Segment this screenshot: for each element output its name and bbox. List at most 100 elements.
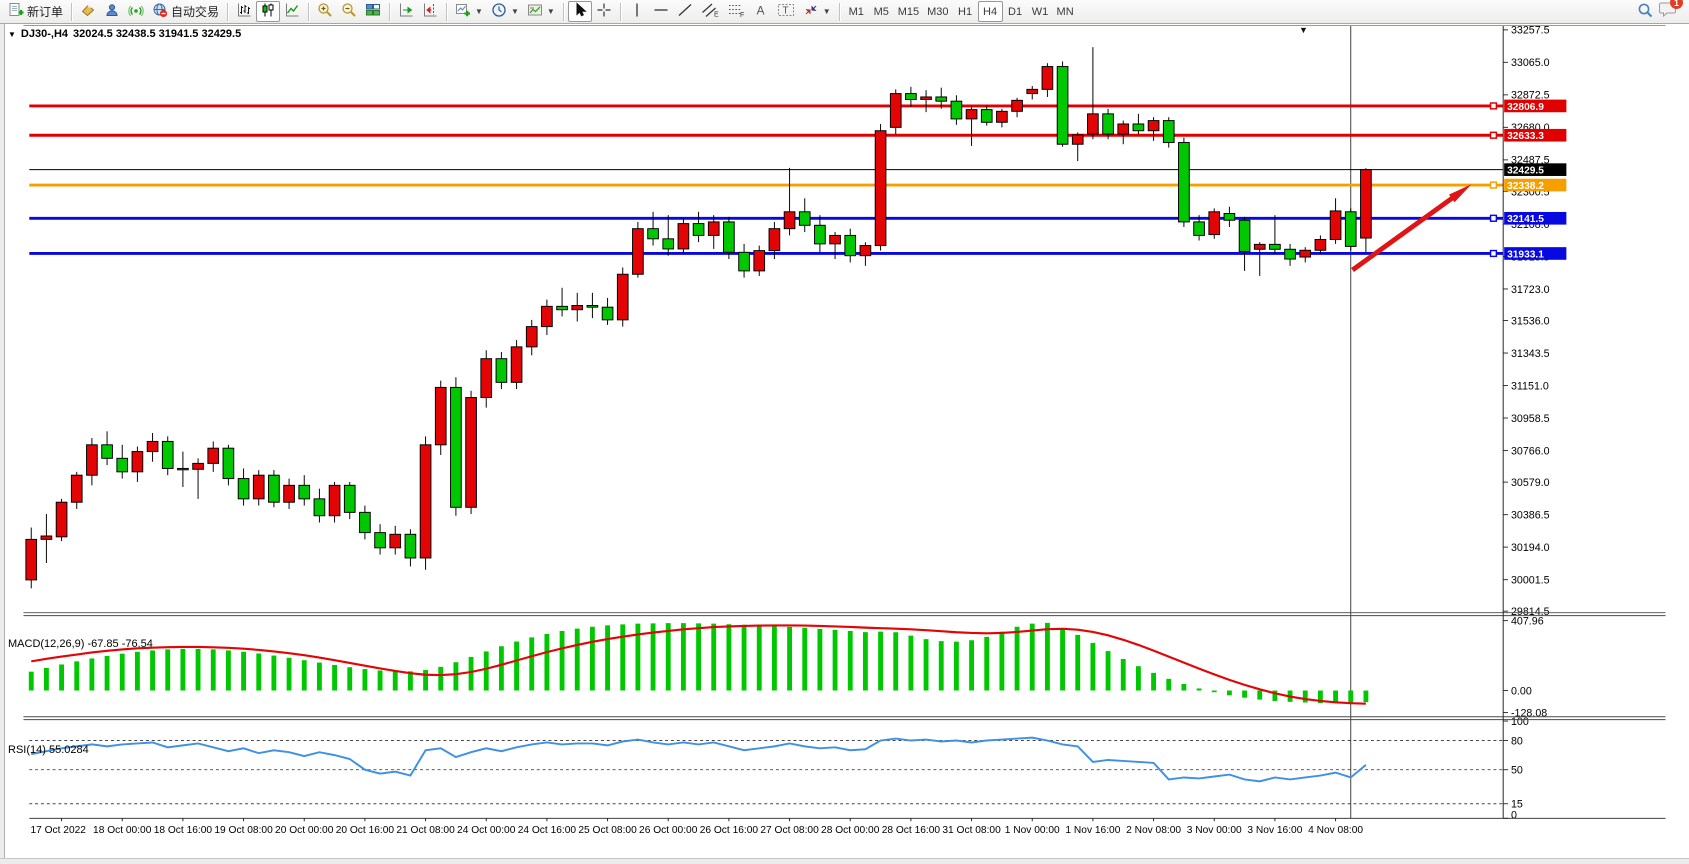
periods-button[interactable]: ▼ — [487, 1, 523, 22]
crosshair-button[interactable] — [592, 1, 616, 22]
time-tick-label: 27 Oct 08:00 — [760, 825, 819, 836]
timeframe-M5[interactable]: M5 — [869, 1, 894, 22]
time-tick-label: 18 Oct 00:00 — [93, 825, 152, 836]
cursor-button[interactable] — [567, 1, 592, 22]
hline-price-label-box — [1504, 211, 1567, 225]
chat-button[interactable]: 1 — [1658, 0, 1683, 23]
toolbar-right: 1 — [1633, 0, 1685, 23]
chat-notification-badge: 1 — [1670, 0, 1683, 9]
chart-shift-icon — [422, 2, 438, 21]
candle-body — [950, 100, 963, 120]
chart-shift-button[interactable] — [418, 1, 442, 22]
auto-scroll-button[interactable] — [394, 1, 418, 22]
timeframe-H4[interactable]: H4 — [977, 1, 1003, 22]
chart-canvas[interactable]: 33257.533065.032872.532680.032487.532300… — [0, 24, 1689, 864]
hline-price-label-box — [1504, 247, 1567, 260]
candle-body — [889, 93, 902, 128]
autotrading-button[interactable]: 自动交易 — [148, 1, 223, 22]
time-tick-label: 28 Oct 00:00 — [821, 825, 880, 836]
candle-body — [389, 533, 402, 549]
chart-background — [23, 24, 1666, 841]
separator — [308, 2, 310, 21]
candle-body — [1041, 66, 1054, 90]
arrows-icon — [803, 2, 819, 21]
signals-button[interactable] — [124, 1, 148, 22]
crosshair-icon — [596, 2, 612, 21]
timeframe-M15[interactable]: M15 — [894, 1, 923, 22]
bar-chart-button[interactable] — [232, 1, 256, 22]
candle-body — [1269, 243, 1281, 250]
trend-arrow-line — [1351, 190, 1462, 272]
candle-body — [1132, 123, 1145, 132]
candle-body — [996, 110, 1008, 123]
time-tick-label: 20 Oct 16:00 — [336, 825, 395, 836]
candle-body — [753, 250, 766, 272]
timeframe-MN[interactable]: MN — [1053, 1, 1078, 22]
symbol-dropdown-icon[interactable]: ▼ — [8, 29, 16, 39]
candle-body — [419, 444, 432, 559]
candle-body — [101, 444, 113, 459]
time-tick-label: 24 Oct 00:00 — [457, 825, 516, 836]
new-order-button[interactable]: 新订单 — [4, 1, 67, 22]
symbol-period-label: DJ30-,H4 — [20, 28, 68, 40]
candle-body — [237, 478, 250, 500]
candlestick-chart-button[interactable] — [256, 1, 281, 22]
horizontal-line-button[interactable] — [649, 1, 673, 22]
chart-symbol-header: ▼ DJ30-,H4 32024.5 32438.5 31941.5 32429… — [8, 28, 241, 40]
trend-arrow-head — [1448, 184, 1472, 203]
macd-indicator-label: MACD(12,26,9) -67.85 -76.54 — [8, 638, 153, 650]
profile-button[interactable] — [100, 1, 124, 22]
line-chart-button[interactable] — [280, 1, 304, 22]
search-icon — [1637, 2, 1654, 22]
candle-body — [328, 484, 341, 517]
search-button[interactable] — [1633, 1, 1658, 22]
hline-price-label-box — [1504, 99, 1567, 113]
cursor-icon — [572, 2, 588, 21]
hline-price-label: 32429.5 — [1507, 166, 1544, 177]
equidistant-channel-button[interactable]: E — [697, 1, 723, 22]
candle-body — [1314, 238, 1327, 251]
hline-price-label: 32806.9 — [1507, 102, 1544, 113]
zoom-out-button[interactable] — [337, 1, 361, 22]
text-button[interactable]: A — [749, 1, 773, 22]
candle-body — [25, 538, 38, 581]
candle-body — [434, 386, 447, 446]
hline-handle — [1489, 102, 1498, 110]
zoom-in-button[interactable] — [313, 1, 337, 22]
candle-body — [935, 96, 948, 102]
hline-price-label-box — [1504, 128, 1567, 142]
autotrading-icon — [152, 2, 168, 21]
arrows-button[interactable]: ▼ — [799, 1, 835, 22]
candle-body — [252, 474, 265, 500]
text-label-button[interactable]: T — [773, 1, 799, 22]
vertical-line-button[interactable] — [625, 1, 649, 22]
timeframe-M30[interactable]: M30 — [923, 1, 952, 22]
timeframe-W1[interactable]: W1 — [1028, 1, 1053, 22]
favorites-button[interactable] — [76, 1, 100, 22]
timeframe-H1[interactable]: H1 — [953, 1, 978, 22]
time-tick-label: 3 Nov 16:00 — [1247, 825, 1302, 836]
candle-body — [161, 440, 174, 469]
time-tick-label: 17 Oct 2022 — [30, 825, 86, 836]
tile-windows-button[interactable] — [361, 1, 385, 22]
timeframe-M1[interactable]: M1 — [844, 1, 869, 22]
templates-button[interactable]: ▼ — [523, 1, 559, 22]
add-indicator-button[interactable]: ▼ — [451, 1, 487, 22]
candle-body — [1087, 113, 1099, 135]
candle-body — [723, 221, 735, 253]
separator — [71, 2, 73, 21]
candle-body — [844, 234, 857, 257]
time-tick-label: 3 Nov 00:00 — [1187, 825, 1242, 836]
svg-text:A: A — [756, 4, 764, 18]
candle-body — [465, 397, 477, 508]
window-bottom-border — [0, 858, 1689, 864]
scroll-to-end-icon[interactable]: ▼ — [1299, 25, 1308, 35]
templates-icon — [527, 2, 543, 21]
candle-body — [829, 234, 841, 245]
trendline-button[interactable] — [673, 1, 697, 22]
timeframe-D1[interactable]: D1 — [1003, 1, 1028, 22]
hline-handle — [1489, 249, 1498, 258]
candle-body — [1329, 210, 1342, 240]
tile-windows-icon — [365, 2, 381, 21]
fibonacci-button[interactable]: F — [723, 1, 749, 22]
